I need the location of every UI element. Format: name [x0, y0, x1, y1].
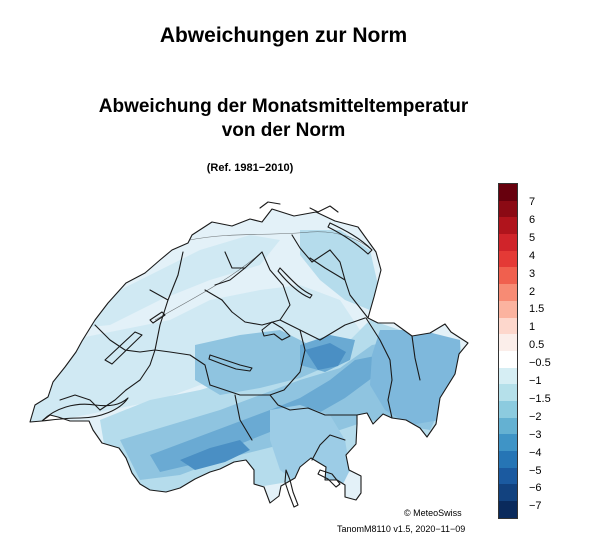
canton-border: [261, 251, 291, 321]
legend-label: −7: [529, 500, 542, 513]
canton-border: [99, 389, 127, 411]
legend-label: 1: [529, 321, 536, 334]
legend-color-step: [499, 334, 517, 351]
canton-border: [94, 324, 156, 353]
legend-color-step: [499, 501, 517, 518]
copyright-text: © MeteoSwiss: [404, 508, 462, 518]
legend-label: −0.5: [529, 357, 551, 370]
legend-label: 1.5: [529, 303, 545, 316]
map-fill-layers: [30, 209, 468, 503]
legend-label: −6: [529, 482, 542, 495]
legend-color-step: [499, 200, 517, 218]
canton-border: [214, 251, 263, 286]
region-graubunden: [370, 330, 460, 425]
region-peaks: [305, 343, 346, 370]
legend-color-step: [499, 484, 517, 502]
lake-geneva: [41, 397, 129, 422]
legend-color-step: [499, 250, 517, 268]
map-title-line-2: von der Norm: [221, 120, 346, 141]
legend-color-step: [499, 184, 517, 201]
canton-border: [221, 299, 281, 326]
version-text: TanomM8110 v1.5, 2020−11−09: [337, 524, 466, 534]
legend-color-step: [499, 350, 517, 368]
legend-label: 3: [529, 267, 536, 280]
legend-color-step: [499, 284, 517, 301]
map-lines: [29, 201, 469, 508]
legend: 7 6 5 4 3 2 1.5 1 0.5 −0.5 −1 −1.5 −2 −3 −4 −5 −6 −7: [498, 183, 597, 523]
legend-label: 7: [529, 196, 536, 208]
canton-border: [204, 289, 223, 301]
map-title: Abweichung der Monatsmitteltemperatur vo…: [0, 95, 567, 143]
legend-label: −3: [529, 428, 542, 441]
lake-neuchatel: [104, 331, 143, 365]
canton-border: [309, 257, 346, 281]
canton-border: [365, 317, 393, 419]
legend-label: −4: [529, 446, 542, 459]
border-extension-north: [309, 205, 339, 213]
legend-label: −5: [529, 464, 542, 477]
lake-biel: [149, 311, 166, 324]
lake-thun-brienz: [208, 354, 253, 372]
region-central-alps: [195, 330, 330, 395]
legend-color-step: [499, 467, 517, 485]
page-title: Abweichungen zur Norm: [159, 24, 408, 47]
aare-river: [154, 251, 263, 321]
legend-label: 6: [529, 213, 536, 226]
legend-label: −2: [529, 410, 542, 423]
border-extension-north: [259, 201, 281, 209]
legend-color-step: [499, 300, 517, 318]
legend-color-step: [499, 317, 517, 335]
water-network: [154, 231, 373, 321]
canton-border: [279, 317, 366, 341]
canton-border: [154, 349, 211, 386]
region-northeast: [300, 230, 378, 310]
legend-color-step: [499, 384, 517, 401]
lake-lugano: [317, 469, 341, 488]
legend-label: −1: [529, 375, 542, 387]
canton-border: [224, 251, 246, 269]
legend-color-step: [499, 217, 517, 235]
legend-label: −1.5: [529, 392, 551, 405]
legend-color-step: [499, 267, 517, 285]
lake-zurich: [277, 267, 313, 299]
canton-border: [411, 335, 421, 381]
canton-border: [291, 234, 331, 263]
legend-color-step: [499, 434, 517, 451]
legend-color-step: [499, 417, 517, 435]
legend-color-step: [499, 451, 517, 468]
region-peaks-valais: [180, 440, 250, 470]
legend-color-step: [499, 400, 517, 418]
region-jura-lowland: [60, 235, 280, 330]
legend-label: 5: [529, 231, 536, 244]
canton-border: [209, 384, 271, 396]
canton-border: [149, 289, 169, 301]
rhine-river: [189, 231, 373, 251]
legend-label: 2: [529, 285, 536, 298]
legend-color-step: [499, 367, 517, 385]
reference-period: (Ref. 1981−2010): [206, 162, 294, 174]
map-title-line-1: Abweichung der Monatsmitteltemperatur: [98, 96, 469, 117]
legend-color-step: [499, 234, 517, 251]
canton-border: [311, 434, 346, 461]
region-ticino: [270, 405, 350, 490]
canton-border: [269, 394, 358, 416]
lake-lucerne: [261, 321, 291, 341]
canton-border: [269, 329, 306, 396]
canton-border: [234, 394, 253, 441]
canton-border: [125, 349, 156, 391]
lake-constance: [327, 222, 373, 255]
lake-maggiore: [284, 469, 299, 508]
legend-label: 0.5: [529, 339, 545, 352]
region-high-alps: [150, 355, 380, 472]
legend-colorbar: [498, 183, 518, 519]
legend-label: 4: [529, 249, 536, 262]
